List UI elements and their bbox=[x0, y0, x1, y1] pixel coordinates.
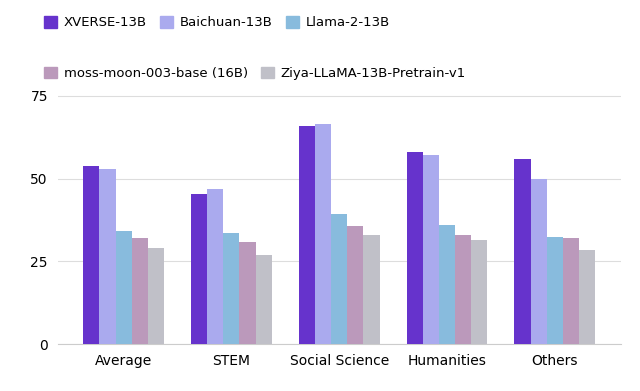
Bar bbox=[423, 154, 439, 344]
Bar bbox=[439, 225, 455, 344]
Bar bbox=[406, 152, 423, 344]
Bar bbox=[99, 169, 116, 344]
Bar bbox=[191, 194, 207, 344]
Bar bbox=[239, 242, 255, 344]
Bar bbox=[531, 179, 547, 344]
Legend: moss-moon-003-base (16B), Ziya-LLaMA-13B-Pretrain-v1: moss-moon-003-base (16B), Ziya-LLaMA-13B… bbox=[38, 61, 471, 85]
Bar bbox=[315, 124, 331, 344]
Bar bbox=[299, 126, 315, 344]
Bar bbox=[455, 235, 471, 344]
Bar bbox=[331, 214, 348, 344]
Bar bbox=[547, 237, 563, 344]
Bar bbox=[515, 159, 531, 344]
Bar bbox=[471, 240, 488, 344]
Bar bbox=[223, 233, 239, 344]
Bar bbox=[207, 189, 223, 344]
Bar bbox=[348, 226, 364, 344]
Bar bbox=[364, 235, 380, 344]
Bar bbox=[132, 238, 148, 344]
Bar bbox=[579, 250, 595, 344]
Bar bbox=[83, 167, 99, 344]
Bar bbox=[255, 255, 272, 344]
Bar bbox=[563, 238, 579, 344]
Bar bbox=[116, 231, 132, 344]
Legend: XVERSE-13B, Baichuan-13B, Llama-2-13B: XVERSE-13B, Baichuan-13B, Llama-2-13B bbox=[38, 11, 395, 34]
Bar bbox=[148, 248, 164, 344]
